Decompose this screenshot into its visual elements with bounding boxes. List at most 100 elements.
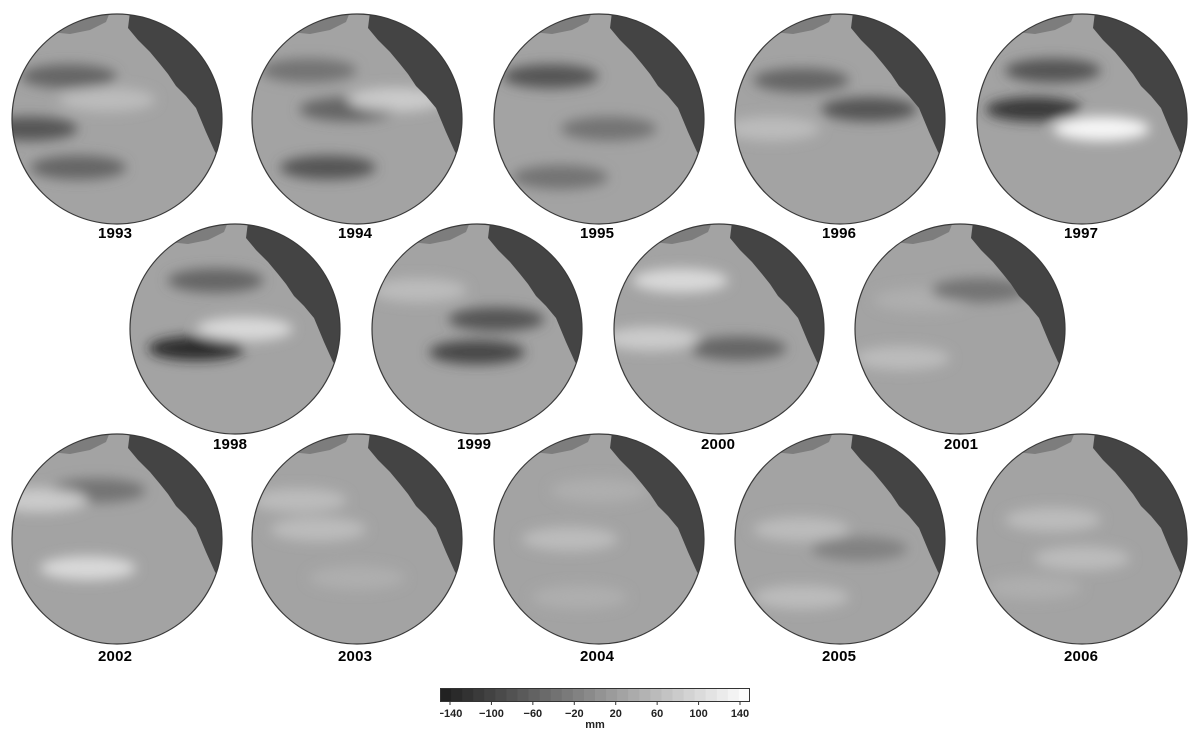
sea-level-anomaly — [560, 116, 657, 141]
colorbar-tick-label: 60 — [651, 708, 663, 720]
globe-panel-2005 — [733, 432, 953, 646]
sea-level-anomaly — [735, 116, 821, 141]
sea-level-anomaly — [429, 340, 525, 365]
sea-level-anomaly — [20, 64, 117, 89]
globe-rim — [854, 223, 1066, 435]
year-label: 1996 — [822, 225, 857, 242]
sea-level-anomaly — [39, 556, 136, 581]
globe-rim — [11, 433, 223, 645]
colorbar-swatch — [506, 688, 518, 702]
year-label: 2002 — [98, 648, 133, 665]
year-label: 1997 — [1064, 225, 1099, 242]
globe-map — [493, 13, 705, 225]
colorbar-frame — [440, 688, 750, 702]
globe-panel-2003 — [250, 432, 470, 646]
globe-panel-1993 — [10, 12, 230, 226]
year-label: 1998 — [213, 436, 248, 453]
year-label: 2005 — [822, 648, 857, 665]
colorbar-swatch — [517, 688, 530, 702]
globe-rim — [371, 223, 583, 435]
sea-level-anomaly — [753, 517, 850, 542]
globe-rim — [493, 433, 705, 645]
year-label: 1994 — [338, 225, 373, 242]
sea-level-anomaly — [531, 585, 628, 610]
colorbar-swatch — [473, 688, 485, 702]
globe-map — [371, 223, 583, 435]
globe-panel-2000 — [612, 222, 832, 436]
globe-rim — [734, 433, 946, 645]
colorbar-tick-label: 140 — [731, 708, 749, 720]
sea-level-anomaly — [167, 268, 264, 293]
year-label: 2003 — [338, 648, 373, 665]
sea-level-anomaly — [279, 155, 376, 180]
colorbar-swatch — [650, 688, 662, 702]
colorbar-swatch — [639, 688, 651, 702]
globe-panel-2006 — [975, 432, 1189, 646]
sea-level-anomaly — [12, 116, 78, 141]
sea-level-anomaly — [347, 87, 444, 112]
globe-rim — [976, 433, 1188, 645]
globe-map — [854, 223, 1066, 435]
year-label: 2004 — [580, 648, 615, 665]
globe-rim — [129, 223, 341, 435]
sea-level-anomaly — [821, 97, 918, 122]
globe-map — [129, 223, 341, 435]
globe-rim — [493, 13, 705, 225]
globe-map — [11, 433, 223, 645]
colorbar-tick-label: 100 — [689, 708, 707, 720]
globe-rim — [613, 223, 825, 435]
year-label: 1993 — [98, 225, 133, 242]
colorbar-swatch — [484, 688, 496, 702]
globe-map — [976, 433, 1188, 645]
colorbar-swatch — [462, 688, 474, 702]
globe-map — [613, 223, 825, 435]
sea-level-anomaly — [753, 585, 850, 610]
sea-level-anomaly — [690, 336, 787, 361]
globe-rim — [734, 13, 946, 225]
sea-level-anomaly — [372, 278, 467, 303]
colorbar-swatch — [617, 688, 629, 702]
globe-panel-1994 — [250, 12, 470, 226]
sea-level-anomaly — [753, 68, 850, 93]
colorbar-unit: mm — [585, 719, 605, 731]
globe-panel-2002 — [10, 432, 230, 646]
globe-panel-1996 — [733, 12, 953, 226]
globe-map — [734, 13, 946, 225]
globe-map — [734, 433, 946, 645]
colorbar-swatch — [738, 688, 750, 702]
colorbar-swatch — [550, 688, 563, 702]
sea-level-anomaly — [551, 478, 647, 503]
sea-level-anomaly — [260, 58, 357, 83]
globe-rim — [976, 13, 1188, 225]
colorbar-tick-label: −60 — [524, 708, 543, 720]
globe-panel-1998 — [128, 222, 348, 436]
sea-level-anomaly — [811, 536, 908, 561]
globe-map — [493, 433, 705, 645]
sea-level-anomaly — [502, 64, 599, 89]
year-label: 2001 — [944, 436, 979, 453]
colorbar-swatch — [694, 688, 707, 702]
ocean-surface — [855, 224, 1065, 434]
colorbar-tick-label: 20 — [610, 708, 622, 720]
colorbar-swatch — [595, 688, 607, 702]
colorbar-swatch — [561, 688, 574, 702]
colorbar-svg: −140 −100 −60 −20 20 60 100 140 mm — [440, 688, 750, 731]
colorbar-swatch — [583, 688, 596, 702]
sea-level-anomaly — [985, 575, 1082, 600]
globe-map — [11, 13, 223, 225]
colorbar-tick-label: −100 — [479, 708, 504, 720]
globe-map — [976, 13, 1188, 225]
colorbar-swatch — [606, 688, 618, 702]
globe-panel-1999 — [370, 222, 590, 436]
colorbar-swatch — [683, 688, 696, 702]
ocean-surface — [252, 434, 462, 644]
colorbar-swatch — [661, 688, 673, 702]
sea-level-anomaly — [252, 488, 347, 513]
sea-level-anomaly — [1053, 116, 1150, 141]
year-label: 2000 — [701, 436, 736, 453]
colorbar-swatch — [572, 688, 585, 702]
colorbar-swatch — [440, 688, 452, 702]
globe-map — [251, 13, 463, 225]
sea-level-anomaly — [521, 527, 618, 551]
globe-map — [251, 433, 463, 645]
